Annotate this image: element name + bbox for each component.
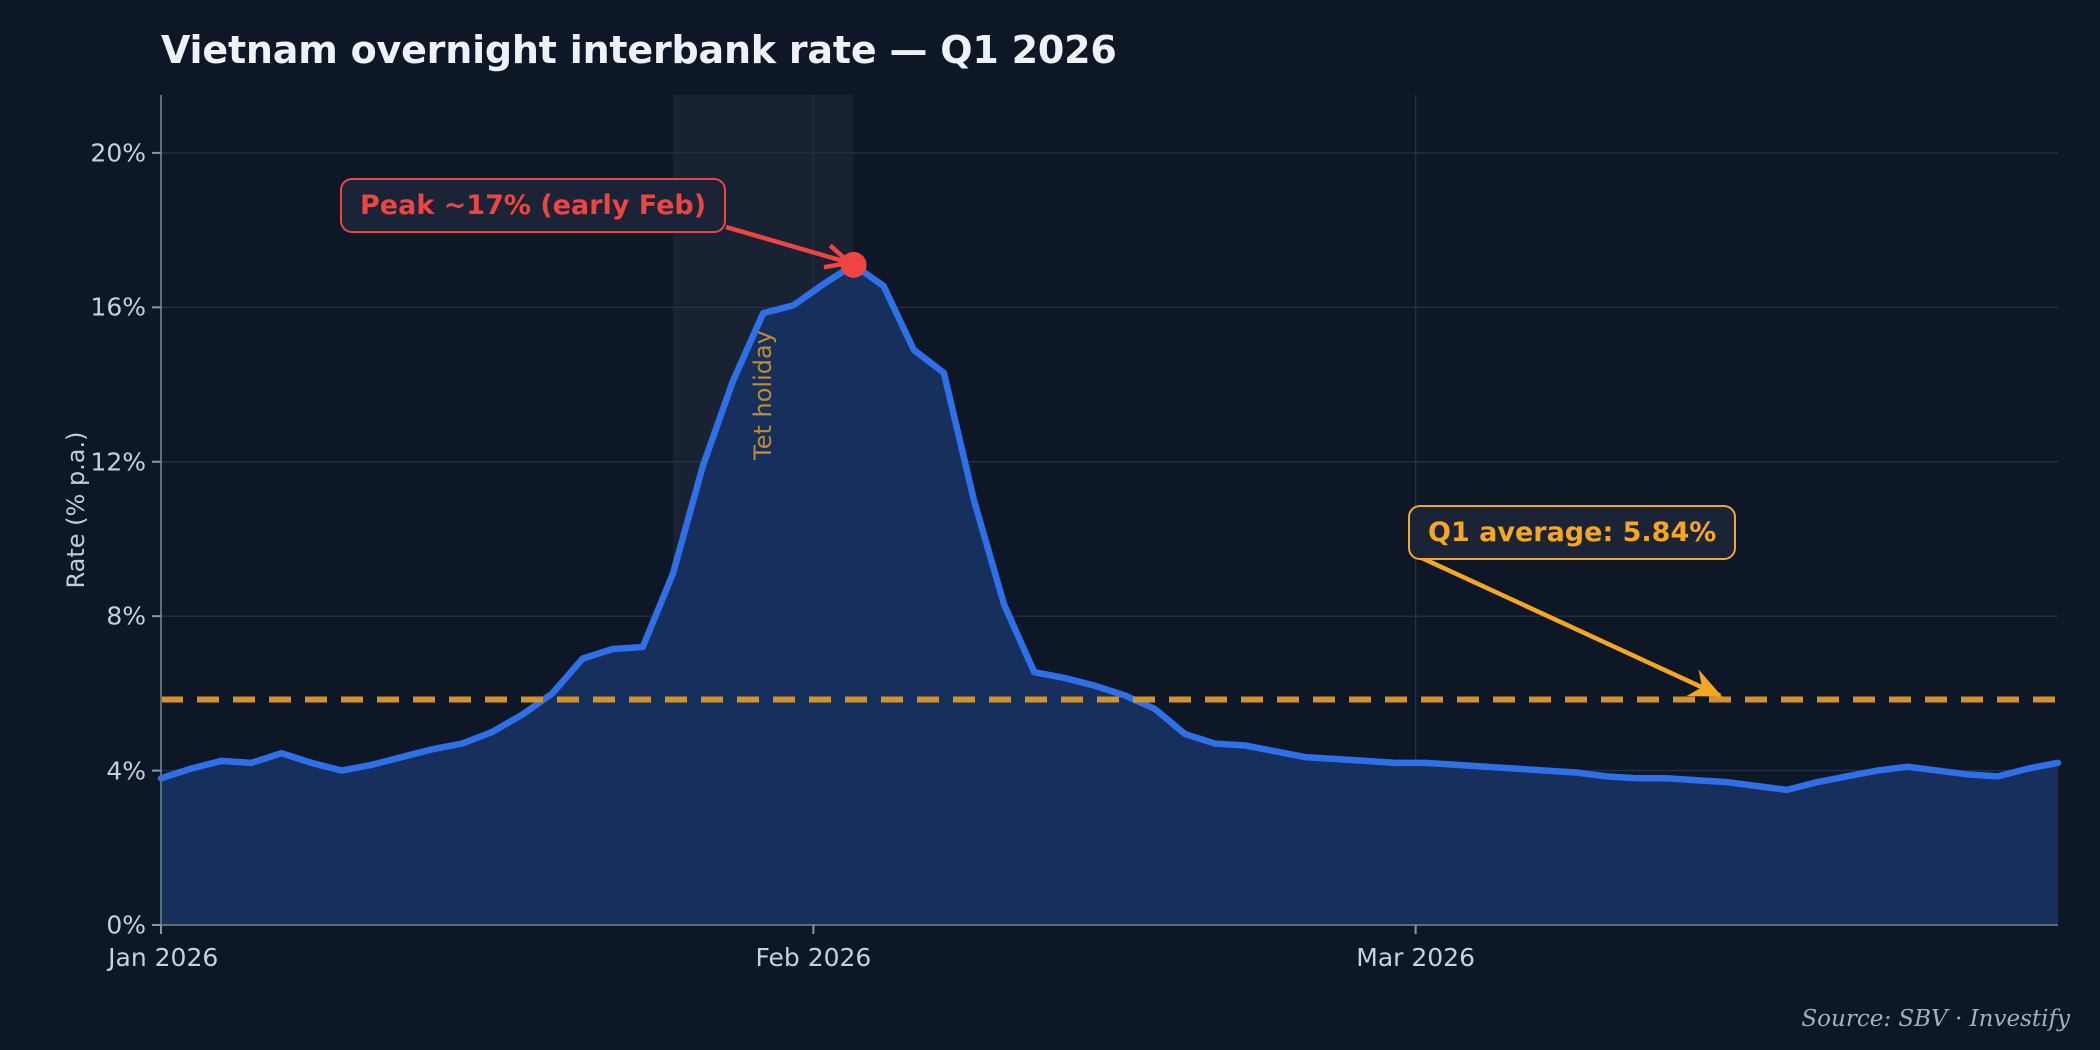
axis-tickmarks — [152, 151, 1417, 934]
chart-title: Vietnam overnight interbank rate — Q1 20… — [161, 28, 1117, 72]
x-axis-tick-label: Mar 2026 — [1356, 943, 1475, 972]
y-axis-tick-label: 16% — [90, 292, 146, 322]
y-axis-tick-label: 20% — [90, 138, 146, 168]
peak-marker-dot — [840, 251, 867, 278]
rate-area-fill — [161, 264, 2058, 925]
peak-annotation-label: Peak ~17% (early Feb) — [340, 178, 727, 234]
axis-spines — [160, 95, 2058, 926]
q1-average-annotation-label: Q1 average: 5.84% — [1408, 505, 1737, 561]
x-axis-tick-label: Feb 2026 — [755, 943, 872, 972]
rate-line — [157, 261, 2062, 794]
y-axis-tick-label: 8% — [106, 601, 146, 631]
y-axis-tick-label: 12% — [90, 447, 146, 477]
y-axis-tick-label: 4% — [106, 756, 146, 786]
annotation-arrows — [725, 224, 1723, 698]
source-caption: Source: SBV · Investify — [1801, 1006, 2070, 1032]
y-axis-tick-label: 0% — [106, 910, 146, 940]
tet-holiday-band-label: Tet holiday — [749, 330, 778, 460]
x-axis-tick-label: Jan 2026 — [108, 943, 219, 972]
